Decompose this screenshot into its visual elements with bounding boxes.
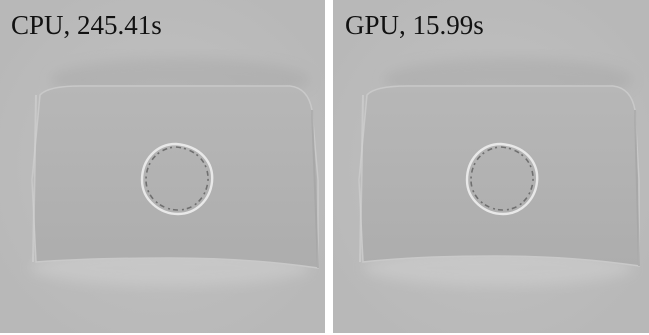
plate-shape (358, 85, 640, 267)
panel-divider (325, 0, 333, 335)
cpu-result-image (0, 0, 325, 333)
gpu-result-image (333, 0, 649, 333)
gpu-result-panel: GPU, 15.99s (333, 0, 649, 333)
cpu-caption: CPU, 245.41s (11, 10, 162, 40)
cpu-result-panel: CPU, 245.41s (0, 0, 325, 333)
hole-ring (465, 142, 539, 216)
plate-shape (31, 85, 319, 269)
hole-ring (140, 142, 214, 216)
gpu-caption: GPU, 15.99s (345, 10, 484, 40)
